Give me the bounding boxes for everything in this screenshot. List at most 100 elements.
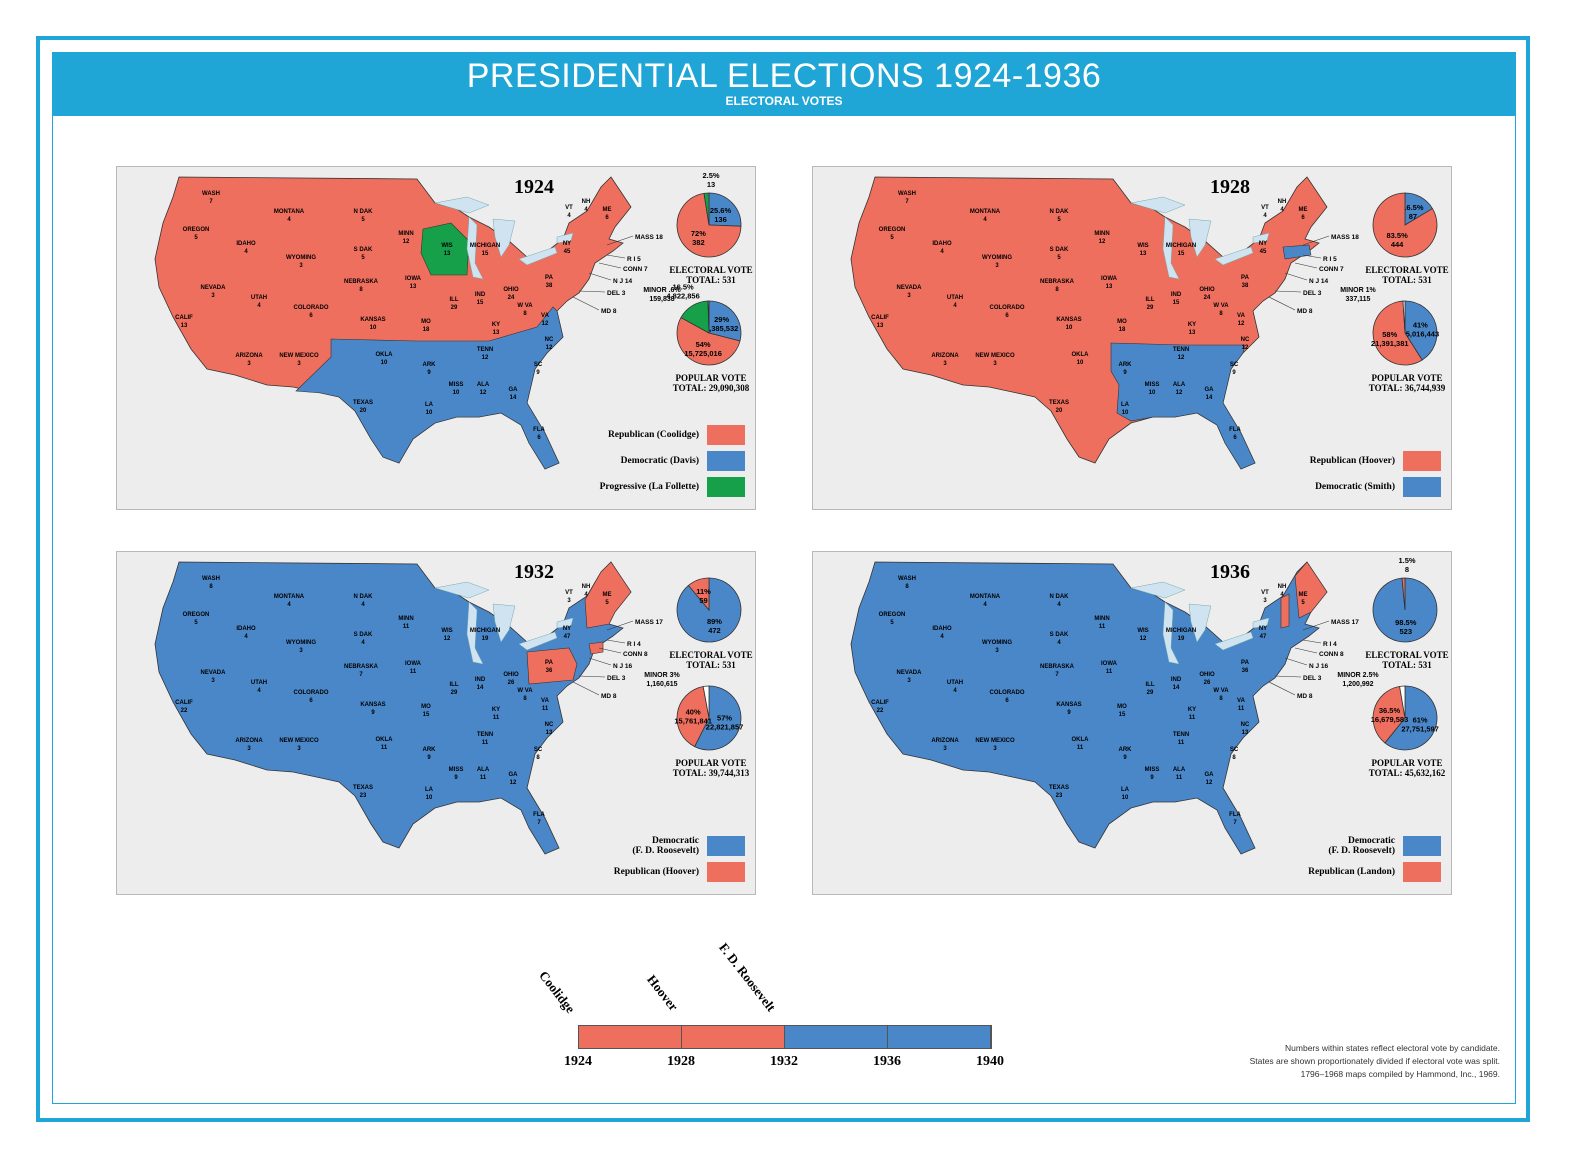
state-votes: 4 xyxy=(953,688,957,694)
state-votes: 6 xyxy=(605,215,609,221)
state-votes: 18 xyxy=(423,327,430,333)
pie-slice-percent: 61% xyxy=(1413,715,1428,724)
state-votes: 12 xyxy=(510,780,517,786)
great-lake xyxy=(434,196,490,214)
state-name: WYOMING xyxy=(982,255,1012,261)
state-name: LA xyxy=(425,787,434,793)
pie-slice-votes: 8,385,532 xyxy=(705,324,738,333)
state-votes: 13 xyxy=(181,323,188,329)
state-label: GA 14 xyxy=(1205,387,1215,401)
legend-label: Democratic (Smith) xyxy=(1315,482,1395,492)
state-name: SC xyxy=(1230,747,1239,753)
state-votes: 13 xyxy=(1106,284,1113,290)
state-votes: 9 xyxy=(1123,755,1127,761)
state-name: ALA xyxy=(477,767,490,773)
state-name: ME xyxy=(1299,207,1308,213)
state-votes: 3 xyxy=(299,263,303,269)
pie-slice-percent: 83.5% xyxy=(1386,231,1408,240)
state-name: VT xyxy=(565,590,573,596)
state-name: VT xyxy=(1261,205,1269,211)
state-label: WASH 8 xyxy=(202,576,220,590)
state-name: MO xyxy=(421,319,431,325)
legend-swatch xyxy=(1403,451,1441,471)
pie-slice-percent: 36.5% xyxy=(1379,706,1401,715)
state-name: IDAHO xyxy=(932,241,952,247)
state-label: WIS 13 xyxy=(441,243,452,257)
pie-slice-D xyxy=(694,685,742,751)
state-label: IDAHO 4 xyxy=(932,241,952,255)
svg-text:CONN 8: CONN 8 xyxy=(623,651,648,658)
state-label: CALIF 13 xyxy=(871,315,889,329)
great-lake xyxy=(1188,218,1212,258)
leader-line xyxy=(1302,254,1322,259)
state-label: NC 12 xyxy=(1241,337,1250,351)
leader-line xyxy=(572,681,600,696)
great-lake xyxy=(492,218,516,258)
state-label: ARK 9 xyxy=(1119,362,1133,376)
leader-line xyxy=(578,290,606,293)
state-label: VT 3 xyxy=(565,590,573,604)
state-label: ALA 12 xyxy=(477,382,490,396)
state-votes: 3 xyxy=(907,678,911,684)
state-votes: 5 xyxy=(1057,255,1061,261)
region-mass xyxy=(1282,244,1312,260)
state-name: GA xyxy=(509,772,519,778)
state-label: IDAHO 4 xyxy=(236,241,256,255)
leader-line xyxy=(1274,675,1302,678)
timeline-year: 1936 xyxy=(873,1054,901,1069)
state-votes: 18 xyxy=(1119,327,1126,333)
state-label: IOWA 13 xyxy=(1101,276,1118,290)
state-label: NEW MEXICO 3 xyxy=(975,738,1015,752)
state-name: PA xyxy=(1241,660,1250,666)
pie-slice-percent: 16.5% xyxy=(672,283,694,292)
state-label: KANSAS 9 xyxy=(1056,702,1081,716)
state-name: WYOMING xyxy=(286,255,316,261)
state-votes: 11 xyxy=(410,669,417,675)
state-votes: 12 xyxy=(480,390,487,396)
leader-line xyxy=(1284,657,1308,666)
state-votes: 14 xyxy=(510,395,517,401)
state-label: NY 47 xyxy=(1259,626,1267,640)
state-name: KANSAS xyxy=(1056,702,1081,708)
state-label: VT 4 xyxy=(1261,205,1269,219)
state-name: NC xyxy=(545,337,554,343)
electoral-vote-caption: TOTAL: 531 xyxy=(1382,660,1432,670)
state-label: NEBRASKA 7 xyxy=(1040,664,1075,678)
state-name: GA xyxy=(1205,772,1215,778)
great-lake xyxy=(466,601,484,665)
state-name: WIS xyxy=(441,628,452,634)
pie-slice-R xyxy=(687,577,710,612)
state-label: KY 11 xyxy=(1188,707,1196,721)
state-votes: 3 xyxy=(995,648,999,654)
state-votes: 10 xyxy=(1066,325,1073,331)
state-name: OHIO xyxy=(503,287,519,293)
state-label: TENN 11 xyxy=(477,732,493,746)
state-votes: 11 xyxy=(1176,775,1183,781)
svg-text:DEL 3: DEL 3 xyxy=(1303,290,1322,297)
timeline-segment xyxy=(785,1026,888,1048)
state-votes: 10 xyxy=(1122,795,1129,801)
map-panel-1932: WASH 8 OREGON 5 CALIF 22 IDAHO 4 NEVADA 3 MONTANA 4… xyxy=(116,551,756,895)
state-name: MONTANA xyxy=(274,594,305,600)
state-label: OHIO 24 xyxy=(503,287,519,301)
state-name: MISS xyxy=(1145,767,1160,773)
pie-slice-votes: 523 xyxy=(1399,627,1412,636)
state-name: NEW MEXICO xyxy=(975,353,1015,359)
state-votes: 13 xyxy=(493,330,500,336)
state-label: IND 15 xyxy=(475,292,486,306)
state-name: ILL xyxy=(450,297,459,303)
state-name: OREGON xyxy=(879,227,906,233)
popular-vote-caption: POPULAR VOTE xyxy=(1372,373,1443,383)
state-votes: 3 xyxy=(247,746,251,752)
state-name: UTAH xyxy=(947,295,963,301)
state-name: OHIO xyxy=(503,672,519,678)
pie-slice-votes: 15,761,841 xyxy=(674,717,712,726)
state-votes: 4 xyxy=(940,249,944,255)
state-votes: 5 xyxy=(890,620,894,626)
pie-slice-percent: 57% xyxy=(717,714,732,723)
state-label: ARK 9 xyxy=(423,747,437,761)
footnote-line: Numbers within states reflect electoral … xyxy=(1285,1043,1500,1053)
state-votes: 15 xyxy=(482,251,489,257)
state-label: S DAK 5 xyxy=(354,247,373,261)
electoral-vote-caption: TOTAL: 531 xyxy=(686,275,736,285)
